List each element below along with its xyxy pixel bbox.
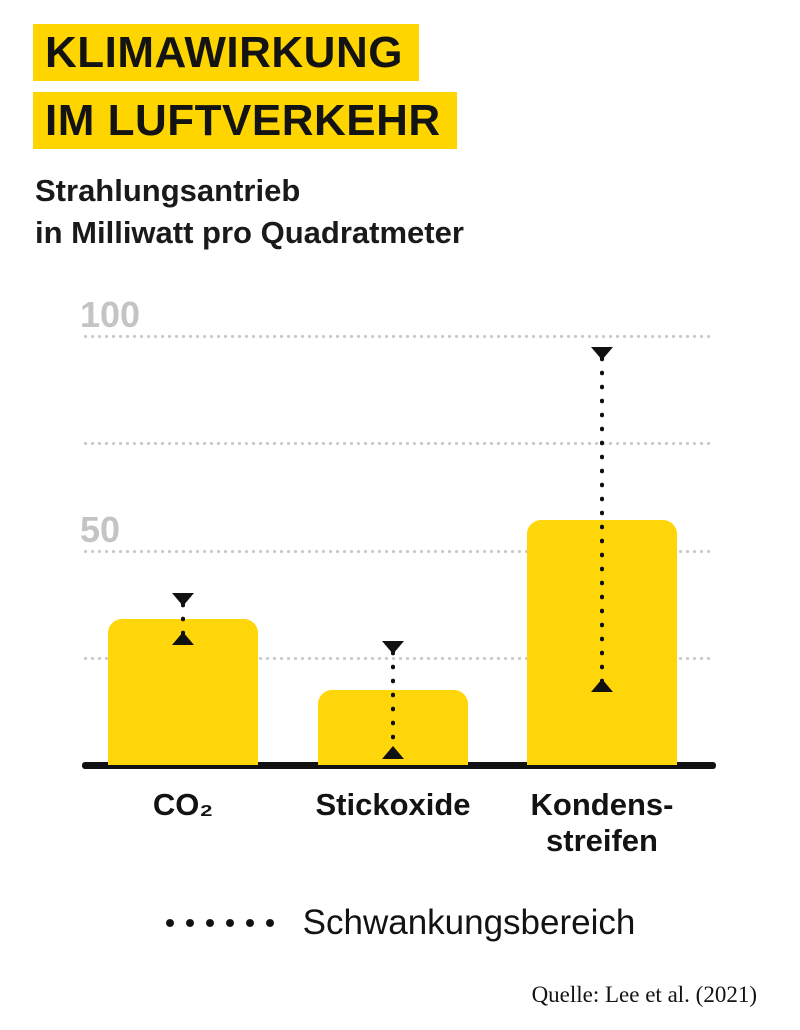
header: KLIMAWIRKUNG IM LUFTVERKEHR	[33, 24, 457, 160]
error-bar-dotted-line	[391, 649, 395, 750]
error-bar-co	[172, 593, 194, 645]
error-bar-dotted-line	[181, 602, 185, 636]
source-credit: Quelle: Lee et al. (2021)	[531, 982, 757, 1007]
error-bar-bottom-arrow-icon	[382, 745, 404, 759]
gridline-50	[84, 549, 712, 553]
error-bar-dotted-line	[600, 355, 604, 684]
error-bar-bottom-arrow-icon	[172, 631, 194, 645]
subtitle-line-2: in Milliwatt pro Quadratmeter	[35, 214, 464, 250]
x-axis-label-co: CO₂	[152, 787, 214, 822]
title-row-1: KLIMAWIRKUNG	[33, 24, 457, 81]
error-bar-bottom-arrow-icon	[591, 679, 613, 693]
gridline-25	[84, 656, 712, 660]
gridline-75	[84, 442, 712, 446]
x-axis-label-stickoxide: Stickoxide	[315, 787, 471, 822]
x-axis-label-kondens-streifen: Kondens- streifen	[530, 787, 674, 858]
legend-label: Schwankungsbereich	[302, 903, 636, 942]
error-bar-kondens-streifen	[591, 346, 613, 693]
subtitle-line-1: Strahlungsantrieb	[35, 173, 301, 208]
error-bar-top-arrow-icon	[382, 640, 404, 654]
chart-subtitle: Strahlungsantrieb in Milliwatt pro Quadr…	[35, 170, 464, 254]
chart-legend: Schwankungsbereich	[0, 903, 800, 943]
title-row-2: IM LUFTVERKEHR	[33, 92, 457, 149]
gridline-100	[84, 335, 712, 338]
y-axis-label-100: 100	[80, 294, 141, 335]
error-bar-stickoxide	[382, 640, 404, 759]
page-title-line-1: KLIMAWIRKUNG	[33, 24, 419, 81]
error-bar-top-arrow-icon	[591, 346, 613, 360]
dotted-line-legend-swatch	[164, 918, 283, 928]
page-title-line-2: IM LUFTVERKEHR	[33, 92, 457, 149]
error-bar-top-arrow-icon	[172, 593, 194, 607]
x-axis-line	[82, 762, 716, 769]
y-axis-label-50: 50	[80, 508, 121, 550]
